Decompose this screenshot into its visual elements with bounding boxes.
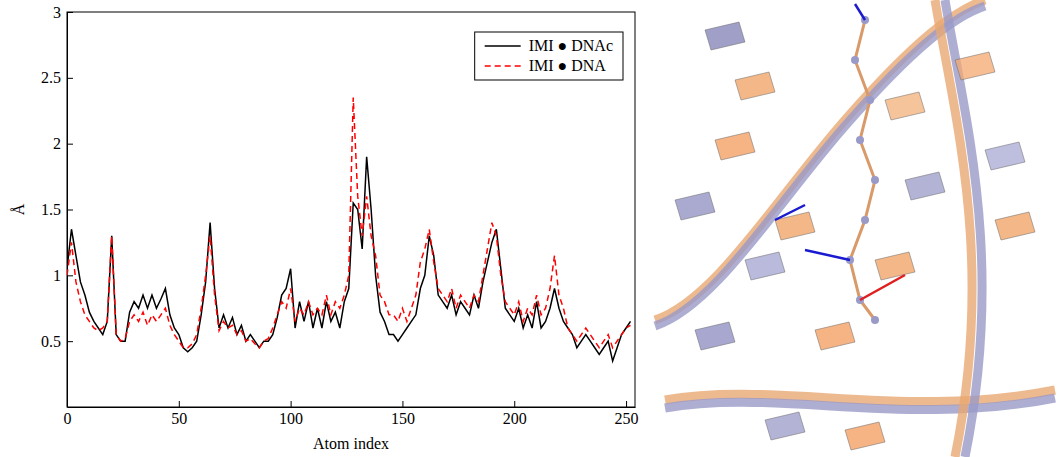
base-plate xyxy=(845,422,885,450)
y-tick-mark xyxy=(67,78,73,79)
base-plate xyxy=(815,322,855,350)
base-plate xyxy=(875,252,915,280)
y-tick-label: 2.5 xyxy=(41,69,61,86)
base-plate xyxy=(955,52,995,80)
x-tick-mark xyxy=(402,401,403,407)
legend-swatch xyxy=(485,45,521,47)
y-tick-label: 1 xyxy=(53,267,61,284)
x-tick: 200 xyxy=(503,401,527,427)
legend-item: IMI ● DNA xyxy=(485,57,607,74)
legend-item: IMI ● DNAc xyxy=(485,37,613,54)
x-tick-mark xyxy=(514,401,515,407)
base-plate xyxy=(745,252,785,280)
base-plate xyxy=(765,412,805,440)
legend-label: IMI ● DNAc xyxy=(529,37,613,54)
base-plate xyxy=(715,132,755,160)
legend-label: IMI ● DNA xyxy=(529,57,607,74)
x-tick-mark xyxy=(291,401,292,407)
y-tick: 2.5 xyxy=(41,69,73,86)
base-plate xyxy=(905,172,945,200)
plot-frame xyxy=(67,12,635,407)
ligand-atom xyxy=(871,176,879,184)
backbone-ribbon xyxy=(655,6,985,326)
x-tick-label: 250 xyxy=(615,410,639,427)
base-plate xyxy=(885,92,925,120)
y-tick-mark xyxy=(67,210,73,211)
x-tick-mark xyxy=(179,401,180,407)
base-plate xyxy=(675,192,715,220)
base-plate xyxy=(705,22,745,50)
x-tick-label: 200 xyxy=(503,410,527,427)
x-tick-label: 100 xyxy=(279,410,303,427)
x-axis: 0 50 100 150 200 250 xyxy=(64,401,639,427)
ligand-bonds xyxy=(850,20,875,320)
x-tick-label: 50 xyxy=(171,410,187,427)
x-axis-title: Atom index xyxy=(313,435,389,452)
x-tick: 150 xyxy=(391,401,415,427)
figure: 0501001502002500.511.522.53IMI ● DNAcIMI… xyxy=(0,0,1060,457)
motion-arrow xyxy=(775,205,805,220)
ligand-atom xyxy=(866,96,874,104)
y-tick: 1.5 xyxy=(41,201,73,218)
structure-illustration xyxy=(655,0,1055,457)
motion-arrow xyxy=(860,275,905,300)
base-plate xyxy=(735,72,775,100)
legend-swatch xyxy=(485,65,521,67)
ligand-atom xyxy=(851,56,859,64)
x-tick-label: 0 xyxy=(64,410,72,427)
y-tick-mark xyxy=(67,275,73,276)
ligand-atom xyxy=(856,136,864,144)
legend-box xyxy=(475,32,623,80)
base-plate xyxy=(695,322,735,350)
motion-arrow xyxy=(805,250,850,260)
y-tick-label: 1.5 xyxy=(41,201,61,218)
y-axis: 0.5 1 1.5 2 2.5 3 xyxy=(41,4,73,408)
x-tick: 100 xyxy=(279,401,303,427)
series-line xyxy=(67,98,631,348)
x-tick-label: 150 xyxy=(391,410,415,427)
plot: 0501001502002500.511.522.53IMI ● DNAcIMI… xyxy=(41,4,639,428)
lines xyxy=(67,98,631,361)
illustration-ground xyxy=(655,0,1055,457)
y-tick-label: 3 xyxy=(53,4,61,21)
y-tick-mark xyxy=(67,341,73,342)
base-plate xyxy=(995,212,1035,240)
legend: IMI ● DNAc IMI ● DNA xyxy=(475,32,623,80)
y-tick-label: 2 xyxy=(53,135,61,152)
ligand-atom xyxy=(861,216,869,224)
y-axis-title: Å xyxy=(10,203,27,215)
y-tick-mark xyxy=(67,144,73,145)
x-tick: 50 xyxy=(171,401,187,427)
y-tick: 2 xyxy=(53,135,73,152)
y-tick: 0.5 xyxy=(41,333,73,350)
x-tick-mark xyxy=(626,401,627,407)
base-plate xyxy=(985,142,1025,170)
ligand-atom xyxy=(871,316,879,324)
backbone-ribbon xyxy=(665,398,1055,410)
y-tick: 1 xyxy=(53,267,73,284)
y-tick-label: 0.5 xyxy=(41,333,61,350)
motion-arrow xyxy=(855,4,865,20)
